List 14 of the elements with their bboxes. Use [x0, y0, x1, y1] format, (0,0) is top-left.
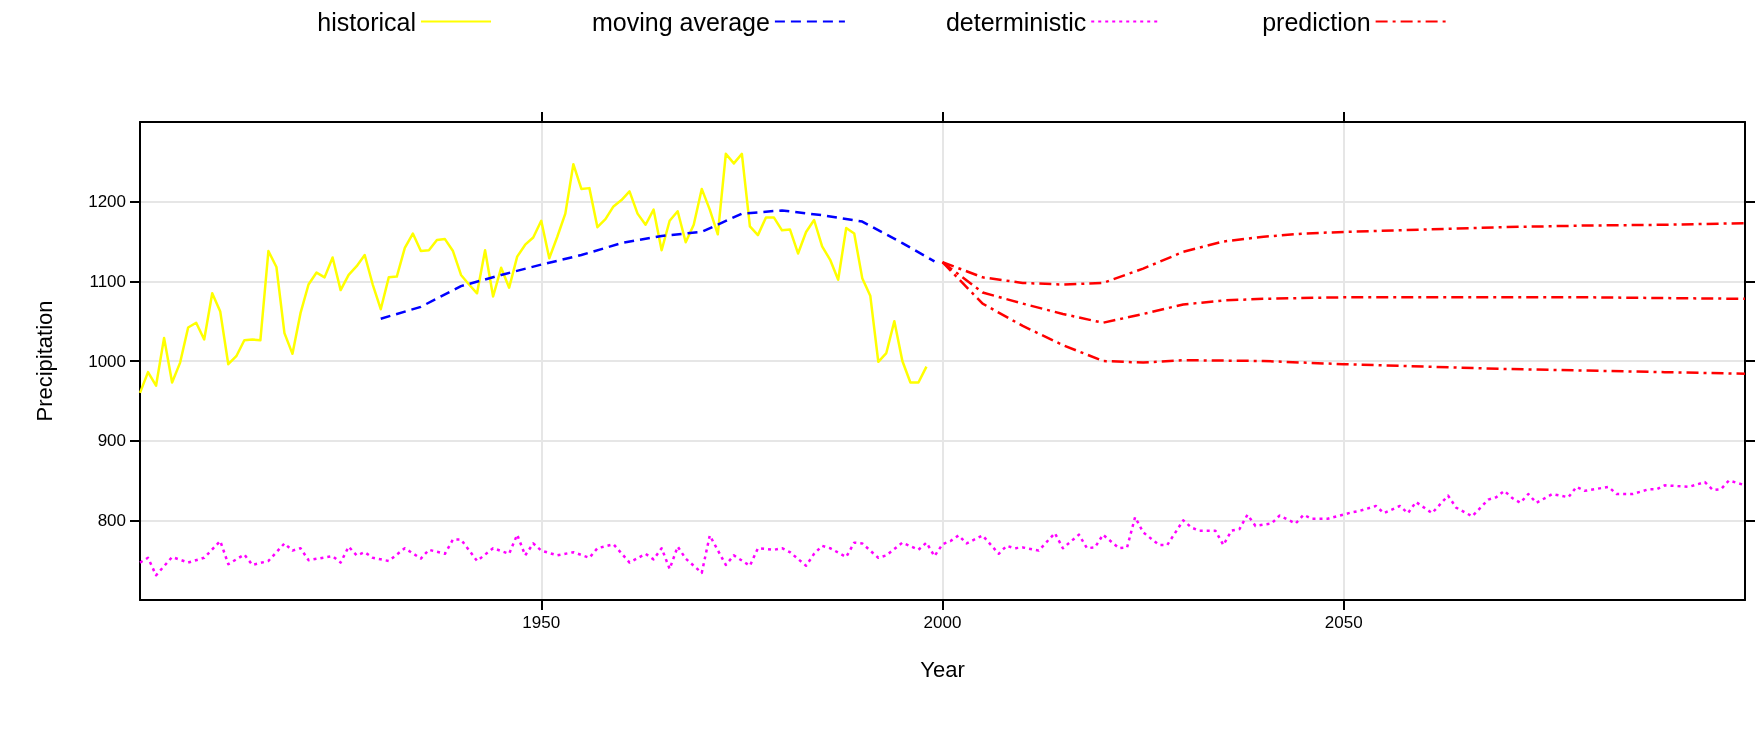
x-axis-title: Year — [920, 656, 965, 682]
y-tick-label: 1000 — [88, 351, 126, 371]
x-tick-label: 2050 — [1324, 613, 1363, 632]
x-tick-label: 2000 — [923, 613, 962, 632]
x-tick-label: 1950 — [522, 613, 561, 632]
legend-label: prediction — [1262, 7, 1371, 36]
y-tick-label: 900 — [97, 431, 126, 451]
y-tick-label: 1200 — [88, 192, 126, 212]
legend-label: deterministic — [945, 7, 1087, 36]
y-axis-title: Precipitation — [31, 300, 57, 422]
legend-label: moving average — [592, 7, 770, 36]
y-tick-label: 800 — [97, 510, 126, 530]
legend-label: historical — [317, 7, 417, 36]
y-tick-label: 1100 — [89, 271, 126, 291]
